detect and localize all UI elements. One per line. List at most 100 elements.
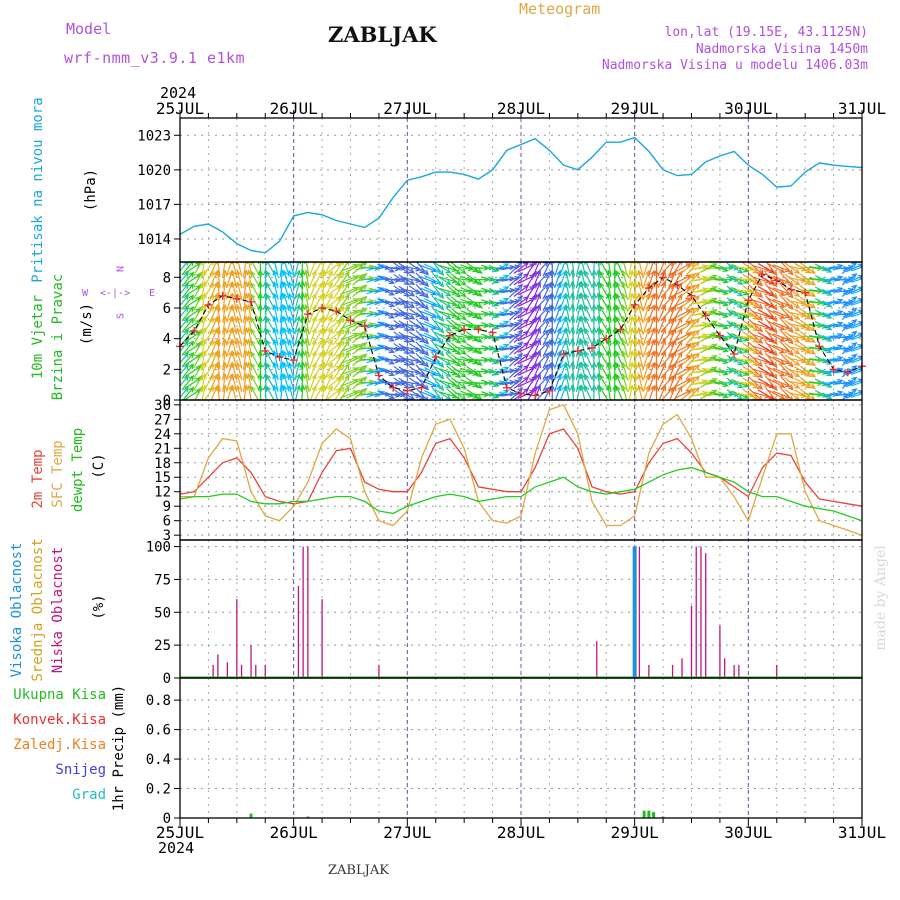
wind-arrowhead <box>564 269 570 276</box>
wind-arrow <box>689 345 708 352</box>
wind-arrow <box>532 351 541 369</box>
wind-arrow <box>704 266 723 270</box>
wind-arrow <box>660 272 674 287</box>
wind-arrow <box>742 285 758 297</box>
wind-arrowhead <box>621 338 627 345</box>
wind-arrowhead <box>250 270 256 277</box>
wind-arrowhead <box>299 315 306 322</box>
wind-arrowhead <box>591 361 597 368</box>
wind-arrow <box>841 342 857 355</box>
wind-arrow <box>450 342 467 355</box>
wind-arrowhead <box>388 325 395 330</box>
wind-arrowhead <box>677 293 683 300</box>
wind-arrow <box>424 343 441 354</box>
wind-arrowhead <box>615 262 621 265</box>
wind-arrow <box>764 306 778 322</box>
wind-arrowhead <box>344 305 350 312</box>
wind-arrow <box>850 312 862 318</box>
wind-arrowhead <box>743 278 750 284</box>
wind-arrowhead <box>408 314 416 320</box>
wind-arrow <box>517 298 535 307</box>
wind-arrowhead <box>221 269 228 276</box>
wind-arrow <box>345 321 363 330</box>
wind-arrowhead <box>809 372 816 378</box>
wind-arrow <box>726 331 743 343</box>
wind-arrowhead <box>535 292 541 300</box>
wind-arrowhead <box>460 291 467 298</box>
wind-arrow <box>325 388 341 400</box>
wind-arrow <box>704 277 723 282</box>
wind-arrowhead <box>771 385 778 392</box>
wind-arrow <box>772 390 791 399</box>
wind-arrowhead <box>863 265 868 269</box>
wind-arrow <box>338 271 350 288</box>
wind-arrowhead <box>749 300 756 306</box>
wind-arrowhead <box>591 372 597 379</box>
wind-arrow <box>446 376 461 390</box>
wind-arrowhead <box>403 360 410 366</box>
wind-arrow <box>742 388 758 400</box>
wind-arrow <box>323 282 333 300</box>
wind-arrowhead <box>282 292 288 299</box>
wind-arrowhead <box>787 304 794 311</box>
wind-arrow <box>184 389 201 400</box>
wind-arrow <box>250 305 261 323</box>
y-tick-label: 0.2 <box>146 782 171 798</box>
wind-arrow <box>788 323 807 328</box>
wind-arrow <box>657 316 666 335</box>
wind-arrowhead <box>606 315 612 322</box>
wind-arrow <box>731 333 749 341</box>
wind-arrow <box>764 387 777 400</box>
wind-arrow <box>393 262 409 274</box>
wind-arrowhead <box>230 372 236 380</box>
wind-arrow <box>231 293 238 312</box>
wind-arrow <box>845 298 862 307</box>
wind-arrowhead <box>857 309 862 315</box>
wind-arrowhead <box>851 319 858 325</box>
wind-arrowhead <box>438 293 445 300</box>
wind-arrowhead <box>221 280 228 288</box>
wind-arrowhead <box>851 296 858 302</box>
wind-arrowhead <box>591 303 597 310</box>
wind-arrowhead <box>737 337 744 343</box>
wind-arrowhead <box>694 340 700 347</box>
wind-arrowhead <box>535 327 541 334</box>
wind-arrow <box>731 390 749 399</box>
y-tick-label: 6 <box>163 301 171 317</box>
wind-arrowhead <box>549 315 555 322</box>
wind-arrow <box>398 366 415 377</box>
wind-arrow <box>312 351 323 369</box>
wind-arrowhead <box>569 280 576 287</box>
wind-arrowhead <box>339 293 345 301</box>
wind-arrowhead <box>282 350 288 357</box>
wind-arrowhead <box>757 292 764 298</box>
wind-arrow <box>340 264 358 272</box>
wind-arrow <box>672 328 683 346</box>
wind-arrow <box>772 298 791 307</box>
wind-arrowhead <box>215 326 222 333</box>
wind-arrowhead <box>637 349 643 357</box>
wind-arrow <box>424 320 441 331</box>
wind-arrowhead <box>546 339 552 346</box>
wind-arrow <box>408 343 425 354</box>
wind-arrow <box>517 286 535 296</box>
wind-arrowhead <box>653 303 660 310</box>
wind-arrow <box>323 305 333 323</box>
wind-arrow <box>181 341 194 356</box>
wind-arrow <box>642 374 650 392</box>
x-tick-label-bottom: 26JUL <box>270 823 318 842</box>
wind-arrow <box>398 331 415 343</box>
wind-arrowhead <box>584 304 590 311</box>
wind-arrowhead <box>863 311 868 315</box>
wind-arrow <box>333 352 345 368</box>
wind-arrowhead <box>779 325 786 331</box>
wind-arrow <box>634 385 637 400</box>
wind-arrowhead <box>743 370 750 376</box>
wind-arrowhead <box>246 326 252 334</box>
wind-arrowhead <box>327 339 333 346</box>
wind-arrowhead <box>584 350 590 357</box>
wind-arrow <box>525 352 537 368</box>
wind-arrow <box>850 370 862 375</box>
wind-arrowhead <box>584 385 590 392</box>
wind-arrow <box>415 283 429 299</box>
